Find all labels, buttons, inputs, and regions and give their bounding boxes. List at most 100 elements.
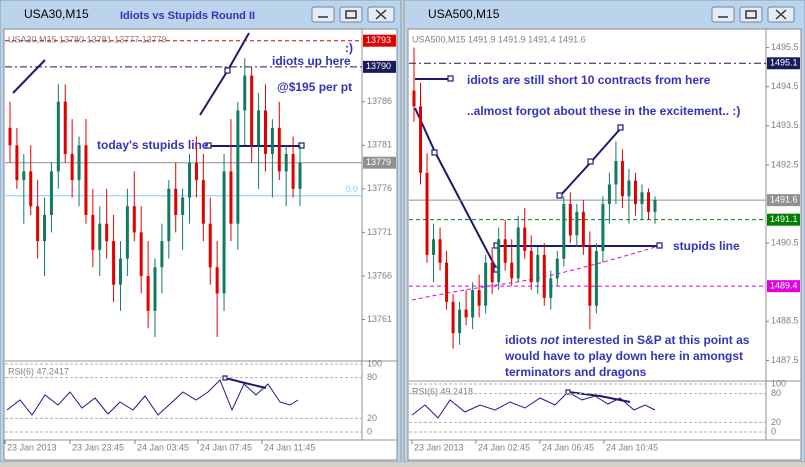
level-box <box>767 194 800 207</box>
window-title: USA500,M15 <box>428 7 500 21</box>
y-tick-label: 1494.5 <box>771 81 799 91</box>
level-box <box>767 280 800 293</box>
y-tick-label: 13781 <box>367 140 392 150</box>
candle-body <box>29 171 33 207</box>
candle-body <box>112 241 116 285</box>
y-tick-label: 1493.5 <box>771 120 799 130</box>
annotation: idiots are still short 10 contracts from… <box>467 73 711 87</box>
annotation: terminators and dragons <box>505 365 647 379</box>
candle-body <box>471 290 475 318</box>
candle-body <box>118 258 122 285</box>
candle-body <box>84 145 88 215</box>
rsi-label: RSI(6) 49.2418 <box>412 386 473 396</box>
x-tick-label: 24 Jan 11:45 <box>264 442 315 452</box>
candle-body <box>181 197 185 215</box>
candle-body <box>646 192 650 212</box>
candle-body <box>188 162 192 198</box>
annotation: would have to play down here in amongst <box>504 349 743 363</box>
candle-body <box>284 153 288 172</box>
candle-body <box>458 309 462 334</box>
candle-body <box>451 301 455 334</box>
x-tick-label: 24 Jan 07:45 <box>200 442 252 452</box>
y-tick-label: 13771 <box>367 227 392 237</box>
annotation: @$195 per pt <box>277 80 352 94</box>
candle-body <box>229 171 233 224</box>
candle-body <box>594 250 598 306</box>
drawings <box>6 32 663 419</box>
candle-body <box>43 214 47 242</box>
candle-body <box>412 90 416 107</box>
candle-body <box>298 162 302 189</box>
candle-body <box>640 192 644 205</box>
candle-body <box>263 110 267 154</box>
candle-body <box>575 211 579 236</box>
y-tick-label: 1487.5 <box>771 355 799 365</box>
candle-body <box>270 127 274 154</box>
candle-body <box>438 239 442 263</box>
candle-body <box>139 232 143 276</box>
candle-body <box>146 275 150 311</box>
candle-body <box>243 75 247 111</box>
candle-body <box>497 239 501 283</box>
candle-body <box>63 101 67 154</box>
candle-body <box>194 162 198 181</box>
level-label: 0.0 <box>345 184 358 194</box>
candle-body <box>8 127 12 146</box>
annotation: stupids line <box>673 239 740 253</box>
candle-body <box>653 200 657 212</box>
candle-body <box>510 262 514 279</box>
candle-body <box>425 172 429 255</box>
title-note: Idiots vs Stupids Round II <box>120 10 255 22</box>
candle-body <box>105 223 109 242</box>
candle-body <box>503 239 507 263</box>
rsi-level-label: 0 <box>771 426 776 436</box>
candle-body <box>167 188 171 242</box>
y-tick-label: 1488.5 <box>771 316 799 326</box>
candle-body <box>215 267 219 294</box>
candle-body <box>257 110 261 146</box>
title-buttons[interactable] <box>311 6 795 23</box>
candle-body <box>153 267 157 311</box>
rsi-level-label: 0 <box>367 426 372 436</box>
annotation-part: idiots <box>505 333 540 347</box>
candle-body <box>49 171 53 215</box>
candle-body <box>98 223 102 250</box>
annotation: idiots not interested in S&P at this poi… <box>505 333 750 347</box>
candle-body <box>607 184 611 205</box>
rsi-level-label: 100 <box>771 378 786 388</box>
level-box-label: 1489.4 <box>770 281 798 291</box>
annotation: idiots up here <box>272 54 351 68</box>
candle-body <box>91 214 95 250</box>
y-tick-label: 13766 <box>367 270 392 280</box>
candle-body <box>523 227 527 251</box>
candle-body <box>277 127 281 172</box>
level-box <box>767 57 800 70</box>
annotation-part: interested in S&P at this point as <box>559 333 750 347</box>
candle-body <box>601 204 605 251</box>
candle-body <box>174 188 178 215</box>
x-tick-label: 24 Jan 02:45 <box>478 442 530 452</box>
annotation: ..almost forgot about these in the excit… <box>467 104 740 118</box>
candle-body <box>125 206 129 259</box>
candle-body <box>633 180 637 205</box>
y-tick-label: 13776 <box>367 183 392 193</box>
candle-body <box>549 278 553 298</box>
candle-body <box>529 250 533 283</box>
level-box-label: 13790 <box>366 61 391 71</box>
candle-body <box>581 211 585 248</box>
chart-header: USA500,M15 1491.9 1491.9 1491.4 1491.6 <box>412 34 586 44</box>
rsi-level-label: 80 <box>367 372 377 382</box>
level-box-label: 13793 <box>366 35 391 45</box>
annotation-part: not <box>540 333 560 347</box>
candle-body <box>250 75 254 146</box>
candle-body <box>516 227 520 279</box>
x-tick-label: 23 Jan 23:45 <box>72 442 124 452</box>
candle-body <box>490 262 494 283</box>
y-tick-label: 1492.5 <box>771 159 799 169</box>
level-box <box>363 34 396 47</box>
candle-body <box>70 153 74 181</box>
rsi-label: RSI(6) 47.2417 <box>8 366 69 376</box>
candle-body <box>419 106 423 173</box>
candle-body <box>160 241 164 268</box>
